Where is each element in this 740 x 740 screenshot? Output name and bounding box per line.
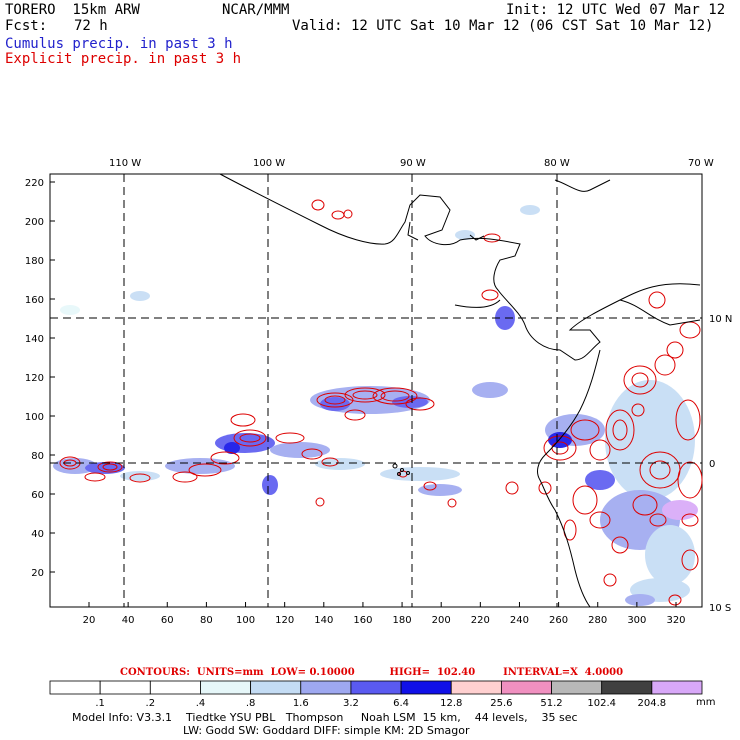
colorbar-swatch bbox=[601, 680, 653, 695]
y-tick-label: 180 bbox=[25, 256, 44, 267]
colorbar-swatch bbox=[551, 680, 603, 695]
forecast-hours: 72 h bbox=[74, 18, 108, 34]
y-tick-label: 60 bbox=[31, 490, 44, 501]
y-tick-label: 80 bbox=[31, 451, 44, 462]
y-tick-label: 100 bbox=[25, 412, 44, 423]
x-tick-label: 20 bbox=[83, 615, 96, 626]
lon-label-90w: 90 W bbox=[400, 158, 426, 169]
init-time: Init: 12 UTC Wed 07 Mar 12 bbox=[506, 2, 726, 18]
colorbar-label: 6.4 bbox=[393, 698, 409, 709]
model-physics: LW: Godd SW: Goddard DIFF: simple KM: 2D… bbox=[183, 724, 470, 737]
colorbar-label: 3.2 bbox=[343, 698, 359, 709]
colorbar-swatch bbox=[500, 680, 552, 695]
y-tick-label: 20 bbox=[31, 568, 44, 579]
center-name: NCAR/MMM bbox=[222, 2, 290, 18]
lon-label-100w: 100 W bbox=[253, 158, 285, 169]
colorbar-swatch bbox=[200, 680, 252, 695]
lat-lon-grid bbox=[50, 174, 702, 607]
colorbar-swatch bbox=[450, 680, 502, 695]
explicit-precip-contours bbox=[59, 199, 703, 606]
colorbar-label: .2 bbox=[146, 698, 156, 709]
x-tick-label: 300 bbox=[627, 615, 646, 626]
x-tick-label: 280 bbox=[588, 615, 607, 626]
colorbar-label: 102.4 bbox=[587, 698, 616, 709]
coastlines bbox=[219, 173, 701, 608]
x-tick-label: 260 bbox=[549, 615, 568, 626]
colorbar-label: .4 bbox=[196, 698, 206, 709]
colorbar-swatch bbox=[250, 680, 302, 695]
model-name: TORERO 15km ARW bbox=[5, 2, 140, 18]
lat-label-10n: 10 N bbox=[709, 314, 732, 325]
x-tick-label: 120 bbox=[275, 615, 294, 626]
x-tick-label: 220 bbox=[471, 615, 490, 626]
x-tick-label: 180 bbox=[393, 615, 412, 626]
contours-label: CONTOURS: bbox=[120, 667, 190, 678]
contours-low: LOW= 0.10000 bbox=[270, 667, 355, 678]
x-grid-ticks: 20 40 60 80 100 120 140 160 180 200 220 240 260 280 30… bbox=[83, 602, 686, 626]
contours-high: HIGH= 102.40 bbox=[389, 667, 476, 678]
x-tick-label: 40 bbox=[122, 615, 135, 626]
colorbar-swatch bbox=[149, 680, 201, 695]
lon-label-70w: 70 W bbox=[688, 158, 714, 169]
x-tick-label: 100 bbox=[236, 615, 255, 626]
lat-label-eq: 0 bbox=[709, 459, 715, 470]
colorbar-label: 204.8 bbox=[638, 698, 667, 709]
colorbar-swatch bbox=[300, 680, 352, 695]
contours-interval: INTERVAL=X 4.0000 bbox=[503, 667, 624, 678]
colorbar-label: 25.6 bbox=[490, 698, 512, 709]
model-info: Model Info: V3.3.1 Tiedtke YSU PBL Thomp… bbox=[72, 711, 578, 724]
colorbar-swatch bbox=[350, 680, 402, 695]
x-tick-label: 60 bbox=[161, 615, 174, 626]
latitude-labels: 10 N 0 10 S bbox=[709, 314, 732, 614]
colorbar-swatch bbox=[99, 680, 151, 695]
colorbar-label: .1 bbox=[95, 698, 105, 709]
forecast-label: Fcst: bbox=[5, 18, 48, 34]
x-tick-label: 80 bbox=[200, 615, 213, 626]
field-explicit-label: Explicit precip. in past 3 h bbox=[5, 51, 242, 67]
y-tick-label: 160 bbox=[25, 295, 44, 306]
colorbar: .1 .2 .4 .8 1.6 3.2 6.4 12.8 25.6 51.2 102.4 204.8 bbox=[49, 680, 703, 709]
contours-units: UNITS=mm bbox=[196, 667, 264, 678]
colorbar-swatch bbox=[49, 680, 101, 695]
colorbar-label: 12.8 bbox=[440, 698, 462, 709]
colorbar-unit: mm bbox=[696, 697, 715, 708]
y-tick-label: 200 bbox=[25, 217, 44, 228]
colorbar-label: .8 bbox=[246, 698, 256, 709]
colorbar-label: 51.2 bbox=[540, 698, 562, 709]
y-tick-label: 140 bbox=[25, 334, 44, 345]
colorbar-label: 1.6 bbox=[293, 698, 309, 709]
x-tick-label: 140 bbox=[314, 615, 333, 626]
y-grid-ticks: 220 200 180 160 140 120 100 80 60 40 20 bbox=[25, 178, 55, 579]
y-tick-label: 220 bbox=[25, 178, 44, 189]
y-tick-label: 40 bbox=[31, 529, 44, 540]
x-tick-label: 320 bbox=[666, 615, 685, 626]
lat-label-10s: 10 S bbox=[709, 603, 731, 614]
x-tick-label: 200 bbox=[432, 615, 451, 626]
lon-label-110w: 110 W bbox=[109, 158, 141, 169]
lon-label-80w: 80 W bbox=[544, 158, 570, 169]
colorbar-swatch bbox=[400, 680, 452, 695]
colorbar-swatch bbox=[651, 680, 703, 695]
x-tick-label: 240 bbox=[510, 615, 529, 626]
x-tick-label: 160 bbox=[353, 615, 372, 626]
valid-time: Valid: 12 UTC Sat 10 Mar 12 (06 CST Sat … bbox=[292, 18, 714, 34]
field-cumulus-label: Cumulus precip. in past 3 h bbox=[5, 36, 233, 52]
longitude-labels: 110 W 100 W 90 W 80 W 70 W bbox=[109, 158, 714, 169]
y-tick-label: 120 bbox=[25, 373, 44, 384]
contour-info: CONTOURS: UNITS=mm LOW= 0.10000 HIGH= 10… bbox=[120, 667, 623, 678]
